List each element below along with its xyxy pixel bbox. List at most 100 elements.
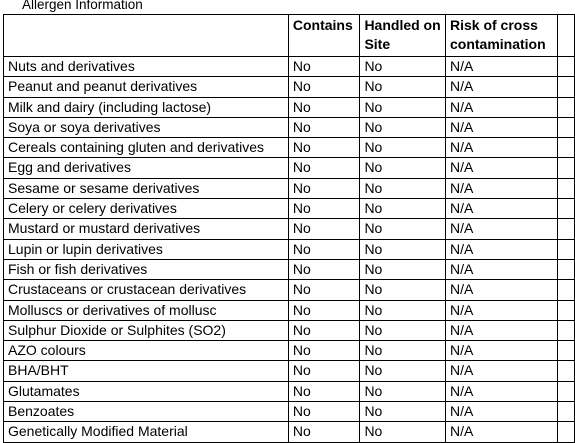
cell-extra bbox=[556, 238, 575, 260]
header-extra bbox=[556, 14, 575, 57]
cell-contains: No bbox=[287, 198, 361, 220]
cell-extra bbox=[556, 299, 575, 321]
cell-handled-on-site: No bbox=[359, 380, 446, 403]
cell-handled-on-site: No bbox=[359, 258, 446, 281]
cell-handled-on-site: No bbox=[359, 76, 446, 98]
cell-contains: No bbox=[287, 360, 361, 382]
cell-risk: N/A bbox=[444, 299, 558, 321]
cell-handled-on-site: No bbox=[359, 299, 446, 321]
cell-allergen: Sulphur Dioxide or Sulphites (SO2) bbox=[3, 319, 289, 342]
cell-contains: No bbox=[287, 279, 361, 301]
table-row: Nuts and derivatives No No N/A bbox=[3, 55, 575, 78]
cell-allergen: Fish or fish derivatives bbox=[3, 258, 289, 281]
cell-allergen: Mustard or mustard derivatives bbox=[3, 218, 289, 240]
cell-risk: N/A bbox=[444, 137, 558, 159]
table-row: Peanut and peanut derivatives No No N/A bbox=[3, 76, 575, 98]
cell-risk: N/A bbox=[444, 258, 558, 281]
cell-handled-on-site: No bbox=[359, 340, 446, 362]
cell-extra bbox=[556, 401, 575, 423]
cell-handled-on-site: No bbox=[359, 137, 446, 159]
cell-risk: N/A bbox=[444, 76, 558, 98]
cell-extra bbox=[556, 360, 575, 382]
cell-risk: N/A bbox=[444, 116, 558, 139]
cell-extra bbox=[556, 279, 575, 301]
cell-handled-on-site: No bbox=[359, 218, 446, 240]
table-row: Sulphur Dioxide or Sulphites (SO2) No No N/… bbox=[3, 319, 575, 342]
table-row: Milk and dairy (including lactose) No No N/… bbox=[3, 96, 575, 118]
cell-extra bbox=[556, 137, 575, 159]
cell-extra bbox=[556, 96, 575, 118]
cell-extra bbox=[556, 421, 575, 443]
table-row: Crustaceans or crustacean derivatives No N… bbox=[3, 279, 575, 301]
cell-risk: N/A bbox=[444, 360, 558, 382]
cell-contains: No bbox=[287, 157, 361, 179]
cell-extra bbox=[556, 218, 575, 240]
table-row: Celery or celery derivatives No No N/A bbox=[3, 198, 575, 220]
cell-contains: No bbox=[287, 319, 361, 342]
cell-risk: N/A bbox=[444, 96, 558, 118]
cell-allergen: Molluscs or derivatives of mollusc bbox=[3, 299, 289, 321]
header-row: Contains Handled on Site Risk of cross con… bbox=[3, 14, 575, 57]
cell-extra bbox=[556, 258, 575, 281]
cell-contains: No bbox=[287, 380, 361, 403]
cell-handled-on-site: No bbox=[359, 360, 446, 382]
cell-handled-on-site: No bbox=[359, 55, 446, 78]
cell-risk: N/A bbox=[444, 238, 558, 260]
cell-allergen: Milk and dairy (including lactose) bbox=[3, 96, 289, 118]
cell-contains: No bbox=[287, 137, 361, 159]
cell-risk: N/A bbox=[444, 198, 558, 220]
cell-extra bbox=[556, 177, 575, 200]
cell-allergen: Soya or soya derivatives bbox=[3, 116, 289, 139]
table-row: Glutamates No No N/A bbox=[3, 380, 575, 403]
table-row: Benzoates No No N/A bbox=[3, 401, 575, 423]
cell-risk: N/A bbox=[444, 55, 558, 78]
cell-risk: N/A bbox=[444, 380, 558, 403]
cell-allergen: Cereals containing gluten and derivative… bbox=[3, 137, 289, 159]
header-contains: Contains bbox=[287, 14, 361, 57]
cell-allergen: Peanut and peanut derivatives bbox=[3, 76, 289, 98]
cell-risk: N/A bbox=[444, 421, 558, 443]
cell-contains: No bbox=[287, 258, 361, 281]
table-row: Soya or soya derivatives No No N/A bbox=[3, 116, 575, 139]
cell-contains: No bbox=[287, 177, 361, 200]
table-row: Lupin or lupin derivatives No No N/A bbox=[3, 238, 575, 260]
table-caption: Allergen Information bbox=[22, 0, 143, 12]
header-handled-on-site: Handled on Site bbox=[359, 14, 446, 57]
cell-handled-on-site: No bbox=[359, 319, 446, 342]
cell-extra bbox=[556, 340, 575, 362]
cell-contains: No bbox=[287, 421, 361, 443]
cell-allergen: Glutamates bbox=[3, 380, 289, 403]
cell-allergen: Egg and derivatives bbox=[3, 157, 289, 179]
cell-contains: No bbox=[287, 238, 361, 260]
cell-contains: No bbox=[287, 218, 361, 240]
cell-handled-on-site: No bbox=[359, 116, 446, 139]
header-allergen bbox=[3, 14, 289, 57]
cell-allergen: Genetically Modified Material bbox=[3, 421, 289, 443]
table-body: Nuts and derivatives No No N/A Peanut and pe… bbox=[3, 55, 575, 443]
cell-extra bbox=[556, 55, 575, 78]
cell-extra bbox=[556, 198, 575, 220]
cell-allergen: Lupin or lupin derivatives bbox=[3, 238, 289, 260]
table-row: Sesame or sesame derivatives No No N/A bbox=[3, 177, 575, 200]
table-row: Fish or fish derivatives No No N/A bbox=[3, 258, 575, 281]
table-row: Egg and derivatives No No N/A bbox=[3, 157, 575, 179]
cell-contains: No bbox=[287, 55, 361, 78]
cell-risk: N/A bbox=[444, 319, 558, 342]
cell-risk: N/A bbox=[444, 177, 558, 200]
table-row: Genetically Modified Material No No N/A bbox=[3, 421, 575, 443]
cell-contains: No bbox=[287, 299, 361, 321]
cell-extra bbox=[556, 157, 575, 179]
cell-handled-on-site: No bbox=[359, 96, 446, 118]
cell-risk: N/A bbox=[444, 157, 558, 179]
cell-allergen: AZO colours bbox=[3, 340, 289, 362]
cell-risk: N/A bbox=[444, 401, 558, 423]
cell-risk: N/A bbox=[444, 340, 558, 362]
table-row: Molluscs or derivatives of mollusc No No N/… bbox=[3, 299, 575, 321]
cell-handled-on-site: No bbox=[359, 157, 446, 179]
cell-allergen: Benzoates bbox=[3, 401, 289, 423]
cell-handled-on-site: No bbox=[359, 177, 446, 200]
table-row: AZO colours No No N/A bbox=[3, 340, 575, 362]
cell-allergen: Nuts and derivatives bbox=[3, 55, 289, 78]
table-row: Mustard or mustard derivatives No No N/A bbox=[3, 218, 575, 240]
cell-contains: No bbox=[287, 340, 361, 362]
